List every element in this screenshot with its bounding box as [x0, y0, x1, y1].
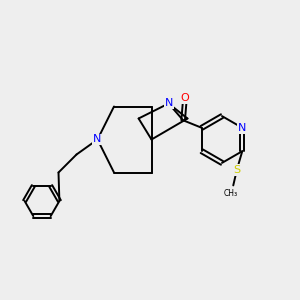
Text: N: N — [238, 123, 247, 133]
Text: O: O — [180, 93, 189, 103]
Text: N: N — [93, 134, 102, 145]
Text: CH₃: CH₃ — [224, 189, 238, 198]
Text: N: N — [164, 98, 173, 109]
Text: S: S — [233, 165, 240, 175]
